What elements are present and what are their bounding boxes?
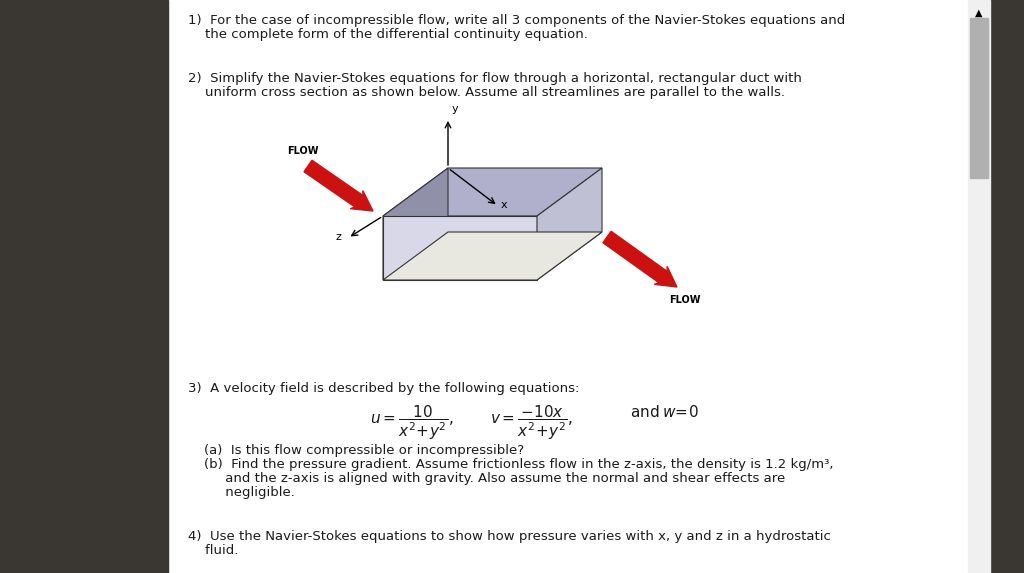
Text: $v = \dfrac{-10x}{x^2\!+\!y^2},$: $v = \dfrac{-10x}{x^2\!+\!y^2},$ [490,404,572,442]
Polygon shape [537,168,602,280]
Text: FLOW: FLOW [670,295,700,305]
Text: y: y [452,104,459,114]
Bar [970,18,988,178]
Bar [990,0,1024,573]
Text: 1)  For the case of incompressible flow, write all 3 components of the Navier-St: 1) For the case of incompressible flow, … [188,14,845,27]
Bar [968,0,990,573]
Text: (b)  Find the pressure gradient. Assume frictionless flow in the z-axis, the den: (b) Find the pressure gradient. Assume f… [204,458,834,471]
FancyArrow shape [304,160,373,211]
Text: and the z-axis is aligned with gravity. Also assume the normal and shear effects: and the z-axis is aligned with gravity. … [204,472,785,485]
Text: FLOW: FLOW [288,146,318,156]
Polygon shape [383,168,449,280]
FancyArrow shape [603,231,677,287]
Text: uniform cross section as shown below. Assume all streamlines are parallel to the: uniform cross section as shown below. As… [188,86,785,99]
Text: x: x [501,200,508,210]
Polygon shape [383,232,602,280]
Text: fluid.: fluid. [188,544,239,557]
Text: ▲: ▲ [975,8,983,18]
Text: 4)  Use the Navier-Stokes equations to show how pressure varies with x, y and z : 4) Use the Navier-Stokes equations to sh… [188,530,830,543]
Polygon shape [383,168,602,216]
Text: 2)  Simplify the Navier-Stokes equations for flow through a horizontal, rectangu: 2) Simplify the Navier-Stokes equations … [188,72,802,85]
Text: $w\!=\!0$: $w\!=\!0$ [662,404,698,420]
Text: $u = \dfrac{10}{x^2\!+\!y^2},$: $u = \dfrac{10}{x^2\!+\!y^2},$ [370,404,454,442]
Text: $\mathrm{and}$: $\mathrm{and}$ [630,404,659,420]
Text: the complete form of the differential continuity equation.: the complete form of the differential co… [188,28,588,41]
Text: z: z [336,232,342,242]
Text: 3)  A velocity field is described by the following equations:: 3) A velocity field is described by the … [188,382,580,395]
Polygon shape [383,216,537,280]
Text: negligible.: negligible. [204,486,295,499]
Bar [0,0,168,573]
Text: (a)  Is this flow compressible or incompressible?: (a) Is this flow compressible or incompr… [204,444,524,457]
